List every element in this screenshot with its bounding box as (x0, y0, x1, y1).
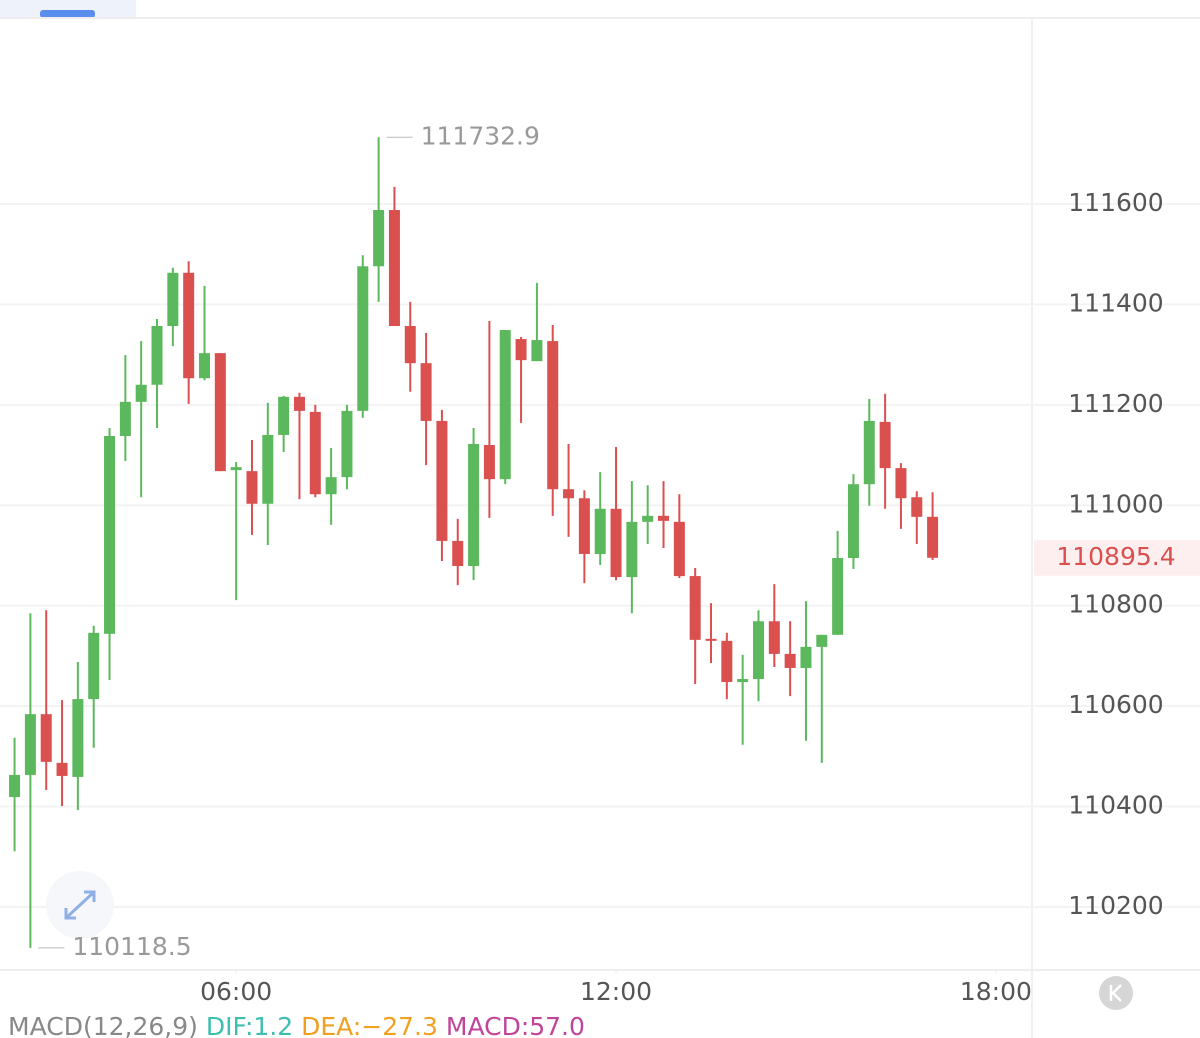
candle-body (658, 515, 670, 521)
x-tick-label: 12:00 (580, 977, 652, 1006)
candle-body (135, 384, 147, 402)
candle-body (752, 621, 764, 680)
candle-body (515, 339, 527, 361)
candle-body (499, 330, 511, 480)
active-tab[interactable] (40, 10, 95, 18)
indicator-legend: MACD(12,26,9) DIF:1.2 DEA:−27.3 MACD:57.0 (8, 1012, 585, 1038)
indicator-item: MACD(12,26,9) (8, 1012, 198, 1038)
last-price-box (1034, 539, 1200, 576)
candle-body (721, 640, 733, 683)
candle-body (436, 420, 448, 541)
candle-body (246, 471, 258, 504)
y-tick-label: 111400 (1068, 288, 1163, 317)
candle-body (214, 353, 226, 472)
candle-body (610, 508, 622, 578)
candle-body (278, 396, 290, 435)
indicator-item: DEA:−27.3 (301, 1012, 438, 1038)
candle-body (468, 444, 480, 567)
candle-body (626, 521, 638, 578)
scroll-end-button[interactable] (1099, 976, 1133, 1010)
last-price-label: 110895.4 (1056, 542, 1175, 571)
candle-body (895, 468, 907, 499)
indicator-item: MACD:57.0 (446, 1012, 585, 1038)
candle-body (673, 521, 685, 577)
candle-body (24, 714, 36, 775)
candle-body (357, 266, 369, 411)
candle-body (563, 489, 575, 499)
candle-body (40, 714, 52, 762)
candle-body (531, 340, 543, 362)
expand-button[interactable] (46, 871, 114, 939)
candle-body (483, 445, 495, 480)
candle-body (104, 435, 116, 634)
candles (9, 137, 939, 948)
candle-body (56, 762, 68, 776)
y-tick-label: 110800 (1068, 590, 1163, 619)
candle-body (404, 326, 416, 364)
y-tick-label: 110600 (1068, 690, 1163, 719)
y-tick-label: 111600 (1068, 188, 1163, 217)
high-label: 111732.9 (421, 121, 540, 150)
candle-body (927, 516, 939, 558)
candle-body (341, 410, 353, 478)
candle-body (167, 272, 179, 327)
y-tick-label: 111000 (1068, 489, 1163, 518)
candle-body (309, 411, 321, 495)
candle-body (832, 557, 844, 635)
candle-body (293, 396, 305, 411)
candle-body (594, 508, 606, 554)
indicator-item: DIF:1.2 (206, 1012, 293, 1038)
candle-body (262, 434, 274, 504)
candle-body (547, 341, 559, 490)
low-label: 110118.5 (72, 932, 191, 961)
candle-body (911, 497, 923, 517)
tab-strip (0, 0, 136, 18)
candle-body (816, 634, 828, 647)
candle-body (325, 477, 337, 495)
candle-body (420, 363, 432, 421)
candle-body (784, 653, 796, 668)
candle-body (879, 421, 891, 469)
x-tick-label: 18:00 (960, 977, 1032, 1006)
candle-body (768, 621, 780, 654)
candle-body (578, 498, 590, 554)
candle-body (847, 484, 859, 558)
candle-body (863, 420, 875, 485)
grid (0, 202, 1200, 908)
candle-body (151, 326, 163, 385)
candle-body (452, 540, 464, 567)
candle-body (88, 632, 100, 700)
candle-body (705, 638, 717, 641)
candle-body (183, 272, 195, 379)
y-tick-label: 111200 (1068, 389, 1163, 418)
candle-body (689, 576, 701, 640)
candle-body (737, 679, 749, 683)
candle-body (72, 699, 84, 777)
x-tick-label: 06:00 (200, 977, 272, 1006)
candle-body (800, 646, 812, 668)
y-tick-label: 110400 (1068, 791, 1163, 820)
candle-body (199, 353, 211, 379)
candle-body (373, 210, 385, 267)
candle-body (642, 515, 654, 522)
candle-body (9, 774, 21, 798)
y-tick-label: 110200 (1068, 891, 1163, 920)
candle-body (119, 401, 131, 436)
candle-body (388, 210, 400, 327)
candle-body (230, 467, 242, 471)
